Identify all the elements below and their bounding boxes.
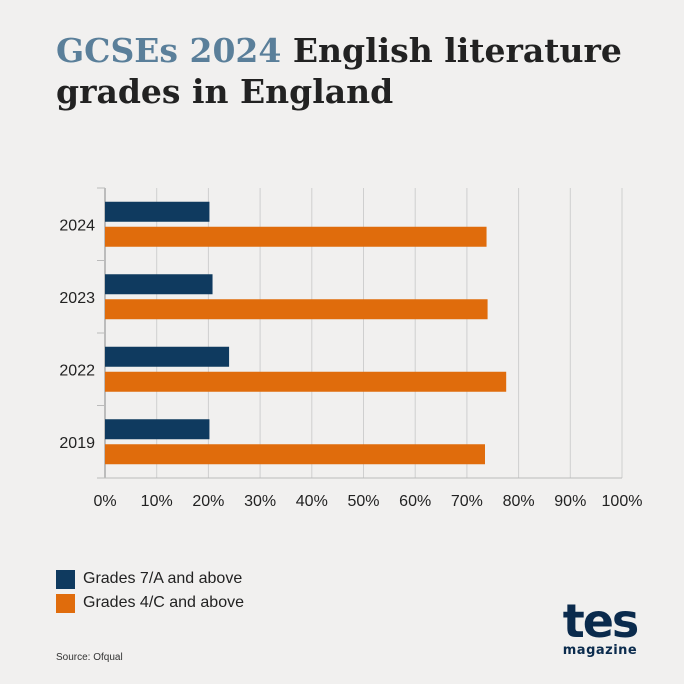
source-note: Source: Ofqual: [56, 652, 123, 663]
bar-grades-7a: [105, 419, 210, 440]
x-tick-label: 40%: [296, 493, 328, 510]
x-tick-label: 70%: [451, 493, 483, 510]
category-label: 2019: [59, 435, 95, 452]
bar-grades-4c: [105, 299, 488, 320]
bar-grades-4c: [105, 444, 485, 465]
bar-grades-4c: [105, 371, 507, 392]
category-label: 2023: [59, 290, 95, 307]
bar-grades-7a: [105, 346, 230, 367]
x-tick-label: 80%: [503, 493, 535, 510]
x-tick-label: 20%: [192, 493, 224, 510]
legend: Grades 7/A and above Grades 4/C and abov…: [56, 568, 244, 616]
x-tick-label: 50%: [347, 493, 379, 510]
category-label: 2024: [59, 217, 95, 234]
bar-grades-7a: [105, 201, 210, 222]
title-accent: GCSEs 2024: [56, 31, 282, 70]
legend-label-4c: Grades 4/C and above: [83, 594, 244, 611]
logo-sub-text: magazine: [562, 643, 638, 658]
x-tick-label: 30%: [244, 493, 276, 510]
legend-item-7a: Grades 7/A and above: [56, 568, 244, 590]
x-tick-label: 0%: [93, 493, 116, 510]
logo-main-text: tes: [562, 594, 640, 648]
category-label: 2022: [59, 362, 95, 379]
bar-grades-7a: [105, 274, 213, 295]
x-tick-label: 10%: [141, 493, 173, 510]
legend-label-7a: Grades 7/A and above: [83, 570, 243, 587]
title-rest: English literature grades in England: [56, 31, 622, 111]
bar-grades-4c: [105, 226, 487, 247]
legend-item-4c: Grades 4/C and above: [56, 592, 244, 614]
x-tick-label: 60%: [399, 493, 431, 510]
bar-chart: 0% 10% 20% 30% 40% 50% 60% 70% 80% 90% 100% 2024 202…: [59, 187, 643, 510]
legend-swatch-4c: [56, 593, 75, 613]
tes-magazine-logo: tes magazine: [560, 598, 640, 658]
chart-title: GCSEs 2024 English literature grades in …: [56, 30, 656, 112]
legend-swatch-7a: [56, 569, 75, 589]
x-tick-label: 100%: [602, 493, 643, 510]
x-tick-label: 90%: [554, 493, 586, 510]
